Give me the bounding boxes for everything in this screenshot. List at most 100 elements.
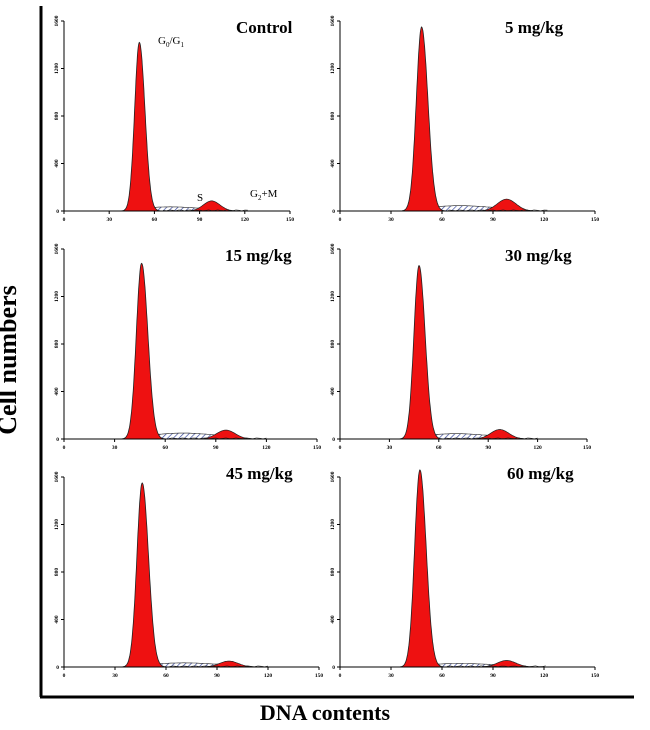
x-tick-label: 150 (583, 445, 592, 451)
x-tick-label: 120 (264, 673, 273, 679)
g2m-peak (198, 429, 253, 440)
y-tick-label: 800 (330, 112, 336, 121)
panel-title: Control (236, 18, 293, 37)
x-tick-label: 90 (197, 217, 203, 223)
panel-title: 30 mg/kg (505, 246, 572, 265)
x-tick-label: 60 (163, 673, 169, 679)
panel-title: 45 mg/kg (226, 464, 293, 483)
g0g1-peak (392, 469, 448, 668)
baseline-trace (445, 437, 538, 440)
y-tick-label: 1200 (54, 291, 60, 302)
y-tick-label: 800 (330, 340, 336, 349)
x-tick-label: 150 (591, 217, 600, 223)
g2m-peak (201, 660, 257, 668)
x-tick-label: 0 (339, 673, 342, 679)
y-tick-label: 400 (54, 159, 60, 168)
x-tick-label: 30 (388, 217, 394, 223)
y-tick-label: 800 (54, 112, 60, 121)
x-tick-label: 0 (63, 217, 66, 223)
y-tick-label: 400 (54, 615, 60, 624)
x-tick-label: 60 (162, 445, 168, 451)
x-tick-label: 60 (439, 673, 445, 679)
figure-frame (39, 6, 634, 699)
x-tick-label: 30 (112, 673, 118, 679)
y-tick-label: 1600 (54, 471, 60, 482)
panel-title: 60 mg/kg (507, 464, 574, 483)
g0g1-peak (115, 482, 170, 668)
y-tick-label: 0 (56, 437, 59, 443)
x-tick-label: 150 (286, 217, 295, 223)
y-tick-label: 1600 (330, 243, 336, 254)
x-tick-label: 150 (315, 673, 324, 679)
y-tick-label: 1600 (330, 15, 336, 26)
x-tick-label: 30 (112, 445, 118, 451)
y-tick-label: 0 (332, 209, 335, 215)
y-tick-label: 800 (54, 568, 60, 577)
g0g1-peak (115, 41, 164, 212)
x-tick-label: 0 (339, 445, 342, 451)
x-tick-label: 0 (339, 217, 342, 223)
g2m-peak (472, 429, 527, 440)
g0g1-peak (392, 265, 446, 440)
y-tick-label: 0 (56, 209, 59, 215)
y-axis-label: Cell numbers (0, 285, 22, 435)
y-tick-label: 1200 (330, 291, 336, 302)
x-tick-label: 90 (214, 673, 220, 679)
x-axis-label: DNA contents (259, 700, 391, 725)
histogram-panel-3: 0 30 60 90 120 150 0 400 800 1200 1600 15 mg/kg (54, 243, 321, 451)
x-tick-label: 120 (241, 217, 250, 223)
x-tick-label: 90 (490, 673, 496, 679)
x-tick-label: 120 (262, 445, 271, 451)
x-tick-label: 120 (540, 673, 549, 679)
baseline-trace (168, 437, 267, 440)
g0g1-label: G0/G1 (158, 35, 184, 49)
x-tick-label: 30 (387, 445, 393, 451)
y-tick-label: 1200 (54, 63, 60, 74)
x-tick-label: 60 (439, 217, 445, 223)
x-tick-label: 60 (152, 217, 158, 223)
panel-title: 15 mg/kg (225, 246, 292, 265)
panel-title: 5 mg/kg (505, 18, 564, 37)
g0g1-peak (114, 262, 169, 440)
g2m-peak (186, 200, 236, 212)
y-tick-label: 0 (56, 665, 59, 671)
y-tick-label: 0 (332, 665, 335, 671)
y-tick-label: 1600 (54, 243, 60, 254)
x-tick-label: 90 (490, 217, 496, 223)
x-tick-label: 0 (63, 673, 66, 679)
y-tick-label: 0 (332, 437, 335, 443)
s-phase-label: S (197, 192, 203, 204)
g2m-label: G2+M (250, 188, 278, 202)
y-tick-label: 400 (330, 159, 336, 168)
histogram-panel-6: 0 30 60 90 120 150 0 400 800 1200 1600 60 mg/kg (330, 464, 599, 679)
y-tick-label: 400 (54, 387, 60, 396)
x-tick-label: 90 (485, 445, 491, 451)
y-tick-label: 400 (330, 387, 336, 396)
histogram-panel-4: 0 30 60 90 120 150 0 400 800 1200 1600 30 mg/kg (330, 243, 591, 451)
histogram-panel-5: 0 30 60 90 120 150 0 400 800 1200 1600 45 mg/kg (54, 464, 323, 679)
y-tick-label: 1600 (330, 471, 336, 482)
histogram-panel-1: 0 30 60 90 120 150 0 400 800 1200 1600 Control G0/G1… (54, 15, 294, 223)
y-tick-label: 800 (330, 568, 336, 577)
y-tick-label: 1200 (54, 519, 60, 530)
y-tick-label: 1200 (330, 519, 336, 530)
x-tick-label: 150 (313, 445, 322, 451)
y-tick-label: 1200 (330, 63, 336, 74)
g0g1-peak (394, 26, 449, 212)
y-tick-label: 800 (54, 340, 60, 349)
y-tick-label: 1600 (54, 15, 60, 26)
g2m-peak (479, 198, 534, 212)
histogram-panel-2: 0 30 60 90 120 150 0 400 800 1200 1600 5 mg/kg (330, 15, 599, 223)
x-tick-label: 150 (591, 673, 600, 679)
x-tick-label: 120 (533, 445, 542, 451)
baseline-trace (169, 665, 269, 668)
x-tick-label: 120 (540, 217, 549, 223)
x-tick-label: 30 (106, 217, 112, 223)
x-tick-label: 90 (213, 445, 219, 451)
x-tick-label: 0 (63, 445, 66, 451)
x-tick-label: 30 (388, 673, 394, 679)
y-tick-label: 400 (330, 615, 336, 624)
x-tick-label: 60 (436, 445, 442, 451)
